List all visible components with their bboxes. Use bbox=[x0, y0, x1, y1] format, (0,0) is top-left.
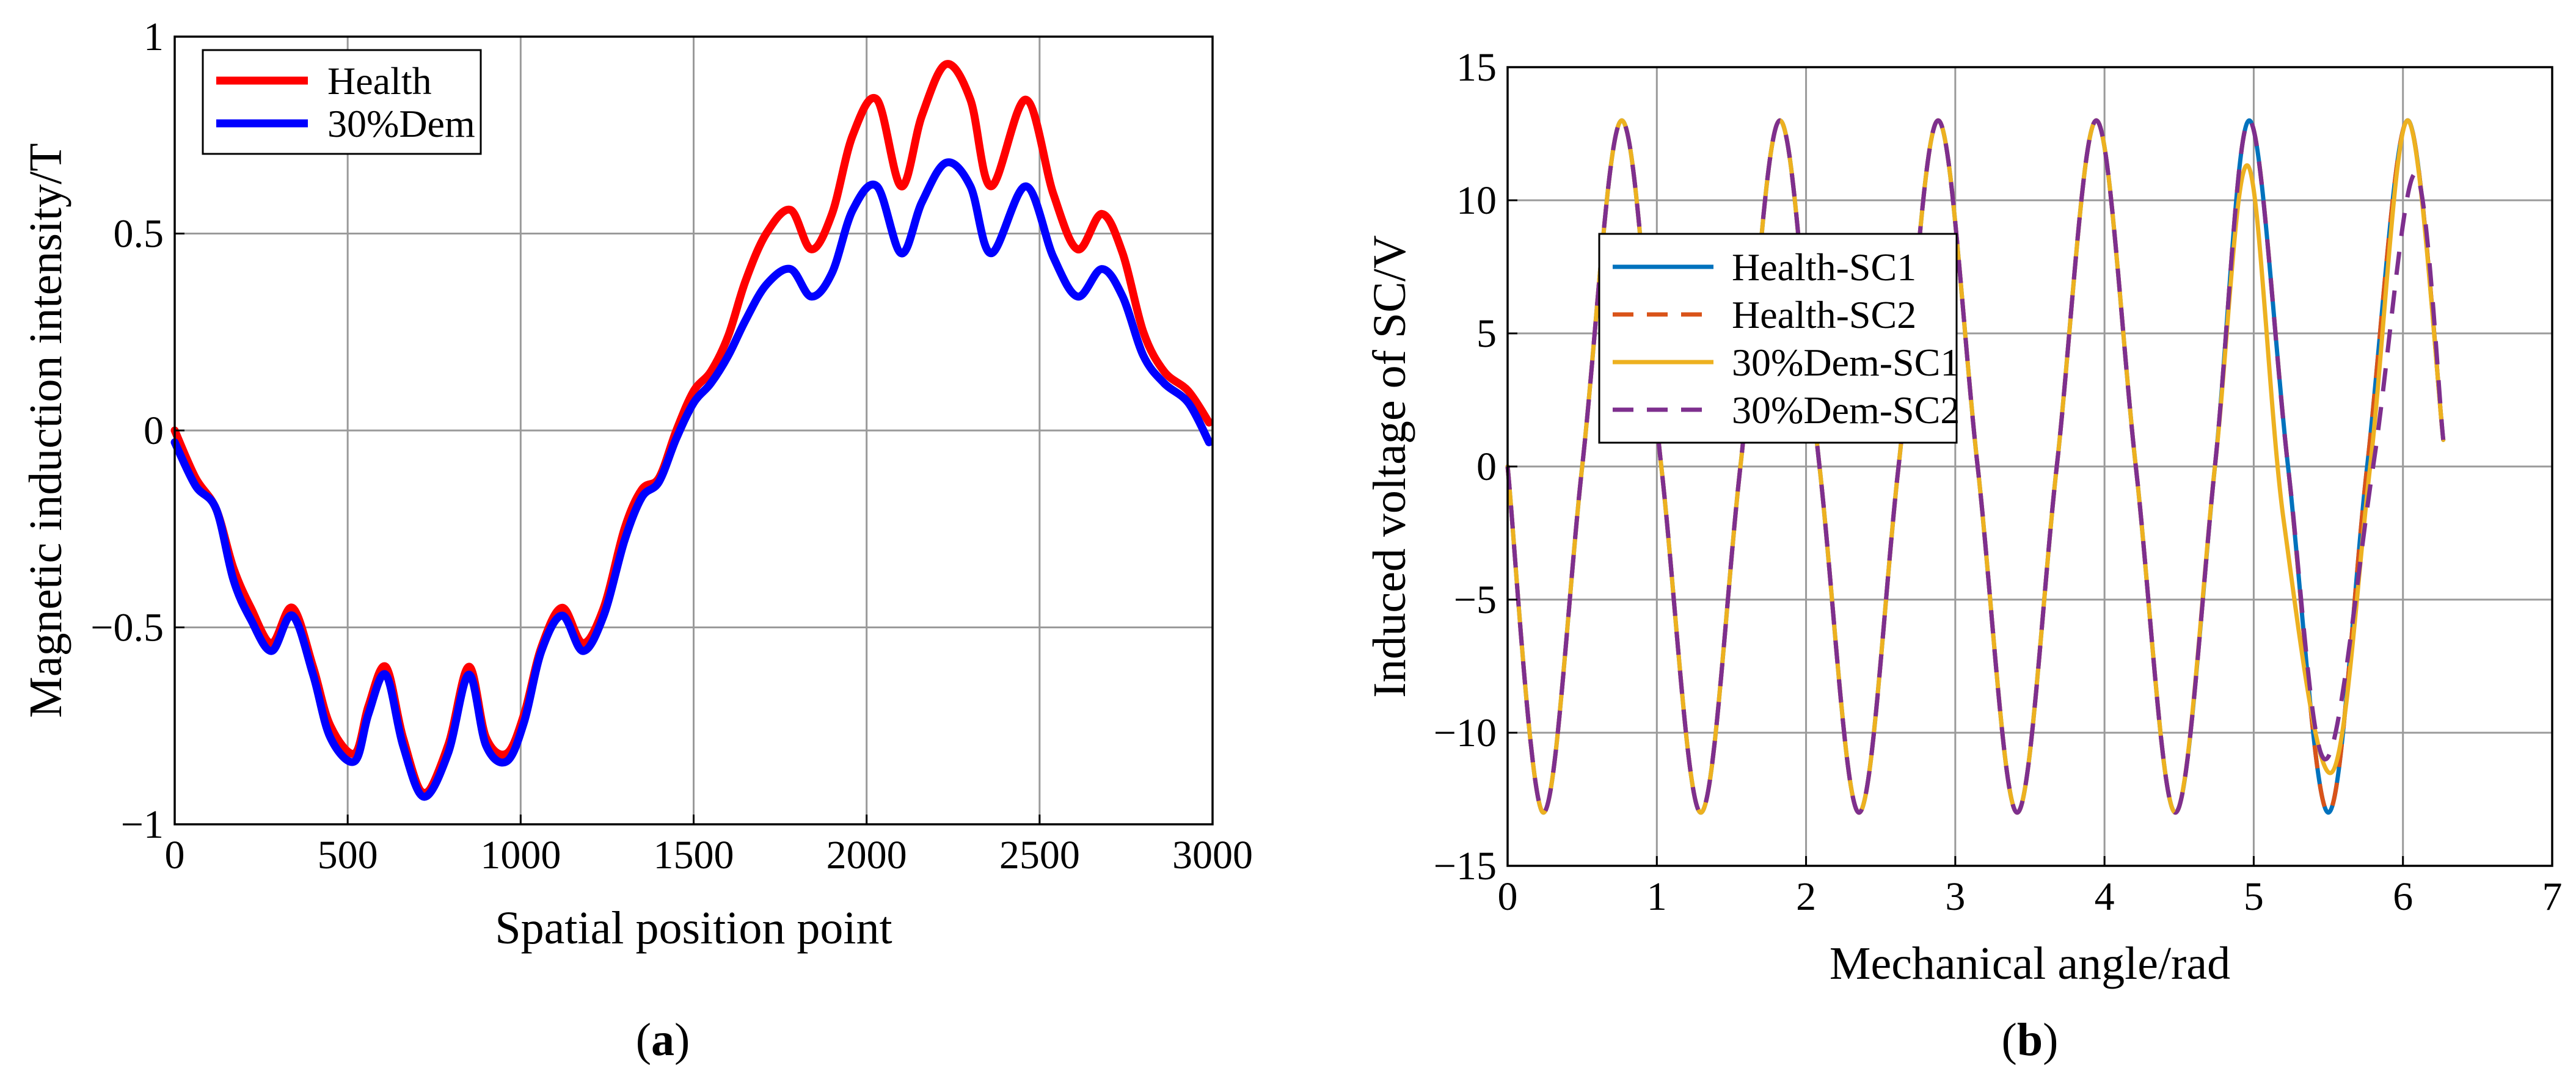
panel-a-y-tick-label: −1 bbox=[121, 802, 164, 847]
panel-b-legend-label: Health-SC2 bbox=[1732, 293, 1916, 336]
panel-b-x-tick-label: 5 bbox=[2244, 874, 2264, 919]
panel-b-y-tick-label: −15 bbox=[1434, 844, 1497, 888]
panel-b-x-tick-label: 7 bbox=[2542, 874, 2563, 919]
panel-a-x-tick-label: 0 bbox=[165, 833, 185, 877]
panel-a-x-tick-label: 1500 bbox=[654, 833, 734, 877]
panel-b-x-tick-label: 3 bbox=[1945, 874, 1965, 919]
panel-b-y-tick-label: −10 bbox=[1434, 711, 1497, 755]
panel-a-series bbox=[170, 60, 1213, 801]
panel-b-y-tick-label: 10 bbox=[1456, 178, 1497, 223]
panel-a-tick-labels: 0 500 1000 1500 2000 2500 3000 −1 −0.5 0 0.5 1 bbox=[90, 15, 1253, 877]
panel-b-x-tick-label: 2 bbox=[1796, 874, 1816, 919]
panel-b-legend-label: 30%Dem-SC1 bbox=[1732, 341, 1960, 384]
panel-a-x-tick-label: 500 bbox=[318, 833, 378, 877]
panel-a-legend-label: 30%Dem bbox=[327, 102, 475, 145]
panel-b-legend-label: Health-SC1 bbox=[1732, 245, 1916, 289]
panel-a-series-30-dem bbox=[170, 158, 1213, 801]
panel-a-legend-label: Health bbox=[327, 59, 432, 103]
panel-a-y-tick-label: −0.5 bbox=[90, 606, 164, 650]
panel-b-x-tick-label: 0 bbox=[1498, 874, 1518, 919]
panel-a-x-tick-label: 3000 bbox=[1172, 833, 1253, 877]
panel-b-y-axis-label: Induced voltage of SC/V bbox=[1364, 235, 1415, 698]
panel-a-y-tick-label: 0 bbox=[144, 408, 164, 453]
panel-b-x-axis-label: Mechanical angle/rad bbox=[1830, 938, 2230, 989]
panel-b-y-tick-label: −5 bbox=[1454, 578, 1497, 622]
panel-a-caption: (a) bbox=[636, 1014, 690, 1066]
panel-a-chart: 0 500 1000 1500 2000 2500 3000 −1 −0.5 0 0.5 1 Spat… bbox=[20, 15, 1253, 1066]
panel-b-x-tick-label: 1 bbox=[1647, 874, 1667, 919]
panel-b-y-tick-label: 0 bbox=[1476, 445, 1497, 489]
panel-a-y-tick-label: 1 bbox=[144, 15, 164, 59]
panel-b-x-tick-label: 6 bbox=[2393, 874, 2413, 919]
panel-a-y-axis-label: Magnetic induction intensity/T bbox=[20, 143, 71, 717]
panel-a-x-tick-label: 2000 bbox=[826, 833, 907, 877]
panel-b-series bbox=[1505, 118, 2446, 815]
panel-b-y-tick-label: 5 bbox=[1476, 311, 1497, 356]
panel-b-caption: (b) bbox=[2002, 1014, 2059, 1066]
panel-b-x-tick-label: 4 bbox=[2095, 874, 2115, 919]
panel-a-x-tick-label: 1000 bbox=[480, 833, 561, 877]
panel-a-legend-box bbox=[202, 49, 482, 155]
panel-b-chart: 0 1 2 3 4 5 6 7 −15 −10 −5 0 5 10 15 Mechanical angle/… bbox=[1364, 45, 2563, 1066]
panel-a-series-health bbox=[170, 60, 1213, 797]
panel-b-y-tick-label: 15 bbox=[1456, 45, 1497, 90]
panel-a-y-tick-label: 0.5 bbox=[114, 212, 164, 256]
panel-b-legend-label: 30%Dem-SC2 bbox=[1732, 388, 1960, 432]
panel-b-series-30-dem-sc2 bbox=[1505, 118, 2446, 815]
panel-a-x-tick-label: 2500 bbox=[999, 833, 1080, 877]
panel-a-x-axis-label: Spatial position point bbox=[495, 902, 892, 954]
panel-b-tick-labels: 0 1 2 3 4 5 6 7 −15 −10 −5 0 5 10 15 bbox=[1434, 45, 2563, 919]
